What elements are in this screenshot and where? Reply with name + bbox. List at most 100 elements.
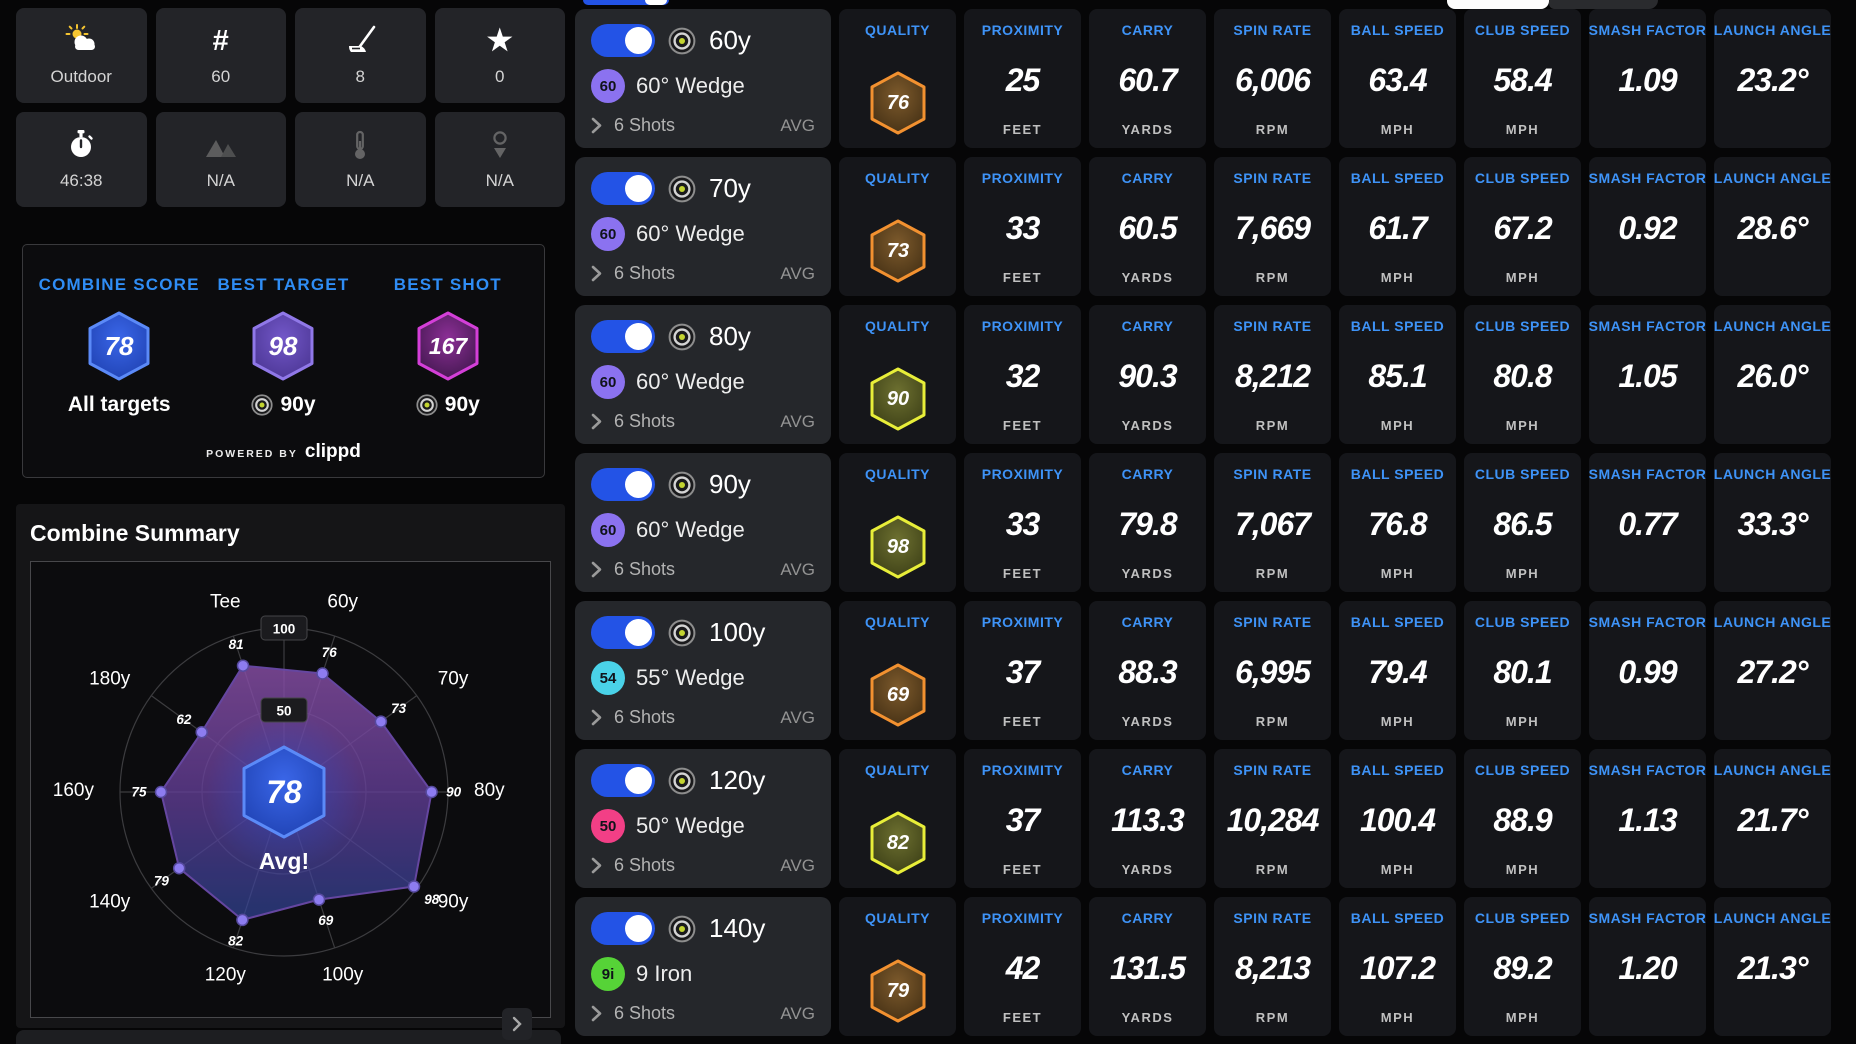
score-item-label: BEST TARGET <box>217 275 350 294</box>
stat-label: QUALITY <box>865 170 930 186</box>
combine-summary-panel: Combine Summary 81 76 73 90 98 69 82 79 75 62 Tee 6… <box>16 504 565 1028</box>
stat-card-quality: QUALITY 79 <box>839 897 956 1036</box>
avg-label: AVG <box>780 263 815 283</box>
stat-label: SMASH FACTOR <box>1588 22 1707 38</box>
shots-expander[interactable]: 6 Shots AVG <box>591 115 815 136</box>
stat-card-smash-factor: SMASH FACTOR 1.05 <box>1589 305 1706 444</box>
chevron-right-icon <box>591 561 602 578</box>
shots-count: 6 Shots <box>614 559 676 579</box>
shots-count: 6 Shots <box>614 707 676 727</box>
golf-club-icon <box>349 25 376 52</box>
chevron-right-icon <box>591 709 602 726</box>
target-toggle[interactable] <box>591 764 655 797</box>
stat-label: LAUNCH ANGLE <box>1713 22 1832 38</box>
target-toggle[interactable] <box>591 468 655 501</box>
stat-unit: RPM <box>1255 418 1290 433</box>
stat-value: 6,995 <box>1234 653 1311 690</box>
stat-card-spin-rate: SPIN RATE 7,067 RPM <box>1214 453 1331 592</box>
row-header-card[interactable]: 80y 60 60° Wedge 6 Shots AVG <box>575 305 831 444</box>
shots-expander[interactable]: 6 Shots AVG <box>591 263 815 284</box>
target-toggle[interactable] <box>591 320 655 353</box>
svg-text:78: 78 <box>105 331 134 361</box>
stat-label: PROXIMITY <box>981 910 1064 926</box>
info-tile-stopwatch: 46:38 <box>16 112 147 207</box>
stat-unit: YARDS <box>1121 122 1174 137</box>
row-header-card[interactable]: 70y 60 60° Wedge 6 Shots AVG <box>575 157 831 296</box>
info-tile-golf-tee: N/A <box>434 112 565 207</box>
row-header-card[interactable]: 140y 9i 9 Iron 6 Shots AVG <box>575 897 831 1036</box>
svg-text:167: 167 <box>429 333 469 359</box>
target-toggle[interactable] <box>591 24 655 57</box>
segment-unselected[interactable] <box>1549 0 1658 9</box>
stat-unit: FEET <box>1002 122 1043 137</box>
stat-label: PROXIMITY <box>981 22 1064 38</box>
stat-label: SMASH FACTOR <box>1588 318 1707 334</box>
target-row-80y: 80y 60 60° Wedge 6 Shots AVG QUALITY 90 … <box>575 305 1834 444</box>
stat-value: 80.1 <box>1493 653 1552 690</box>
shots-expander[interactable]: 6 Shots AVG <box>591 411 815 432</box>
stat-label: LAUNCH ANGLE <box>1713 466 1832 482</box>
row-header-card[interactable]: 100y 54 55° Wedge 6 Shots AVG <box>575 601 831 740</box>
shots-expander[interactable]: 6 Shots AVG <box>591 855 815 876</box>
toggle-knob <box>625 323 652 350</box>
cutoff-toggle[interactable] <box>583 0 669 5</box>
stat-card-club-speed: CLUB SPEED 89.2 MPH <box>1464 897 1581 1036</box>
score-hexagon: 98 <box>252 311 314 381</box>
golf-tee-icon <box>493 131 507 158</box>
stat-card-smash-factor: SMASH FACTOR 0.77 <box>1589 453 1706 592</box>
target-distance: 80y <box>709 321 751 351</box>
row-header-card[interactable]: 90y 60 60° Wedge 6 Shots AVG <box>575 453 831 592</box>
target-small-icon <box>251 394 274 416</box>
stat-card-carry: CARRY 90.3 YARDS <box>1089 305 1206 444</box>
row-header-card[interactable]: 120y 50 50° Wedge 6 Shots AVG <box>575 749 831 888</box>
stat-label: QUALITY <box>865 466 930 482</box>
stat-card-ball-speed: BALL SPEED 76.8 MPH <box>1339 453 1456 592</box>
combine-radar-chart: 81 76 73 90 98 69 82 79 75 62 Tee 60y 70y 80y 90y 100y 1… <box>30 561 551 1018</box>
segment-selected[interactable] <box>1447 0 1549 9</box>
club-badge: 60 <box>591 513 625 547</box>
stat-unit: YARDS <box>1121 862 1174 877</box>
row-header-card[interactable]: 60y 60 60° Wedge 6 Shots AVG <box>575 9 831 148</box>
stat-value: 1.20 <box>1618 949 1677 986</box>
stat-value: 8,213 <box>1234 949 1311 986</box>
shots-expander[interactable]: 6 Shots AVG <box>591 1003 815 1024</box>
stat-unit: RPM <box>1255 270 1290 285</box>
stat-value: 21.7° <box>1737 801 1808 838</box>
shots-expander[interactable]: 6 Shots AVG <box>591 707 815 728</box>
stat-unit: MPH <box>1380 270 1415 285</box>
chevron-right-button[interactable] <box>502 1008 532 1040</box>
target-icon <box>668 175 696 202</box>
stat-card-quality: QUALITY 76 <box>839 9 956 148</box>
stat-label: QUALITY <box>865 762 930 778</box>
target-icon <box>668 619 696 646</box>
stat-value: 32 <box>1005 357 1041 394</box>
stat-unit: YARDS <box>1121 270 1174 285</box>
stat-label: CARRY <box>1121 466 1174 482</box>
info-tile-hash: # 60 <box>155 8 286 103</box>
avg-label: AVG <box>780 559 815 579</box>
stat-card-quality: QUALITY 98 <box>839 453 956 592</box>
powered-by: POWERED BY clippd <box>37 441 530 463</box>
chevron-right-icon <box>591 265 602 282</box>
stat-label: SPIN RATE <box>1233 466 1312 482</box>
stat-value: 8,212 <box>1234 357 1311 394</box>
shots-expander[interactable]: 6 Shots AVG <box>591 559 815 580</box>
target-distance: 60y <box>709 25 751 55</box>
hash-icon: # <box>212 24 229 57</box>
svg-text:60y: 60y <box>327 591 358 612</box>
stat-card-proximity: PROXIMITY 32 FEET <box>964 305 1081 444</box>
stat-label: SPIN RATE <box>1233 614 1312 630</box>
target-toggle[interactable] <box>591 912 655 945</box>
stat-card-launch-angle: LAUNCH ANGLE 21.3° <box>1714 897 1831 1036</box>
radar-center-badge: 78 <box>242 745 326 844</box>
target-toggle[interactable] <box>591 616 655 649</box>
tile-value: 8 <box>355 67 365 86</box>
stat-value: 86.5 <box>1493 505 1552 542</box>
target-toggle[interactable] <box>591 172 655 205</box>
stat-card-proximity: PROXIMITY 42 FEET <box>964 897 1081 1036</box>
stat-value: 89.2 <box>1493 949 1552 986</box>
stat-value: 63.4 <box>1368 61 1427 98</box>
target-row-120y: 120y 50 50° Wedge 6 Shots AVG QUALITY 82… <box>575 749 1834 888</box>
score-sub-text: 90y <box>444 393 480 416</box>
cutoff-segmented-control[interactable] <box>1447 0 1658 9</box>
